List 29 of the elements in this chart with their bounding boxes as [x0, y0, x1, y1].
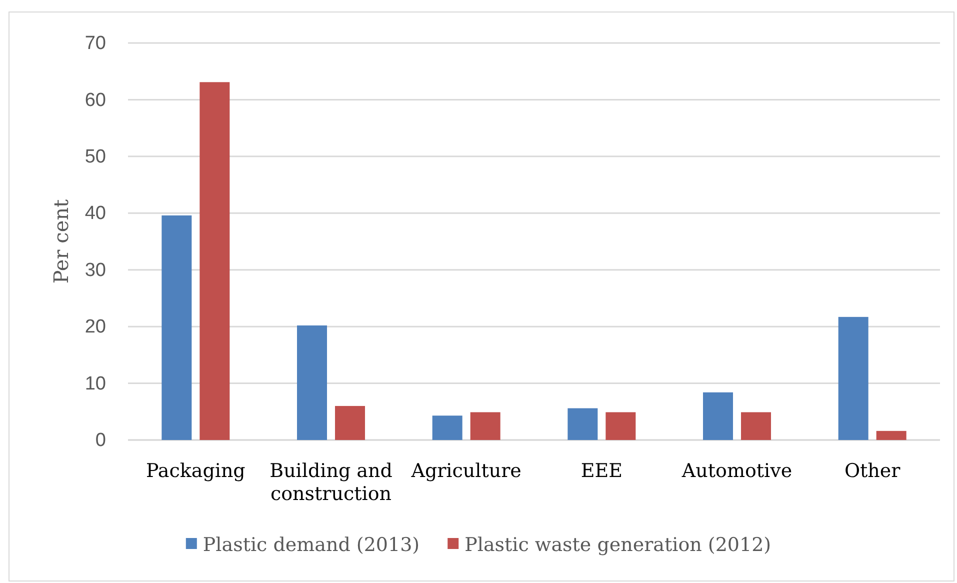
x-tick-label: Agriculture: [410, 460, 522, 482]
x-tick-label: Automotive: [680, 460, 792, 482]
bar: [297, 325, 327, 440]
bar: [606, 412, 636, 440]
bar: [470, 412, 500, 440]
y-tick-label: 10: [84, 373, 106, 394]
bar: [838, 316, 868, 440]
bar: [876, 430, 906, 440]
bar: [568, 408, 598, 440]
y-axis-title: Per cent: [49, 199, 73, 284]
y-tick-label: 50: [84, 146, 106, 168]
bar: [162, 215, 192, 440]
y-tick-label: 20: [84, 316, 106, 338]
x-tick-label: EEE: [580, 460, 622, 482]
y-tick-label: 60: [84, 90, 106, 111]
y-tick-label: 0: [95, 430, 106, 452]
bar: [432, 416, 462, 440]
x-tick-label: Other: [844, 460, 902, 482]
legend-label: Plastic waste generation (2012): [464, 534, 772, 556]
y-tick-label: 70: [84, 33, 106, 54]
bar: [335, 406, 365, 440]
bar: [741, 412, 771, 440]
bar: [703, 392, 733, 440]
x-tick-label: Packaging: [146, 460, 246, 482]
y-tick-label: 30: [84, 260, 106, 281]
bar: [200, 82, 230, 440]
legend-label: Plastic demand (2013): [202, 534, 420, 556]
y-tick-label: 40: [84, 203, 106, 224]
x-tick-label: Building and construction: [270, 460, 392, 505]
